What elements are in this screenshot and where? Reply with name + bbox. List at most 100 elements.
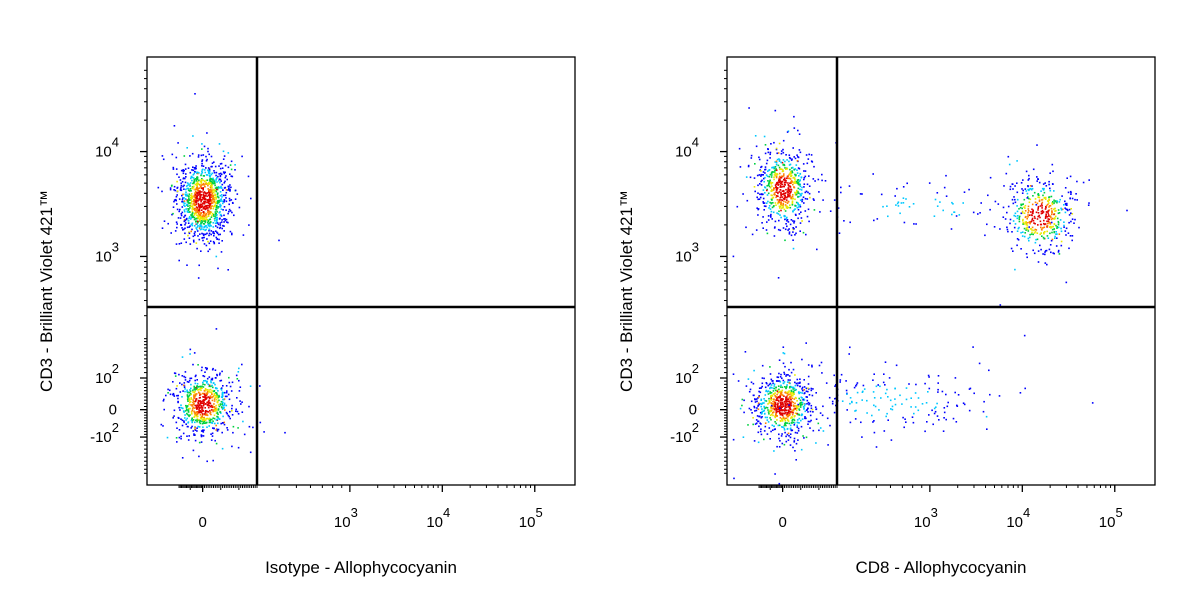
event-dot (215, 392, 217, 394)
event-dot (197, 154, 200, 156)
event-dot (792, 404, 795, 406)
event-dot (788, 160, 790, 163)
event-dot (212, 207, 215, 210)
event-dot (220, 221, 223, 223)
event-dot (786, 219, 789, 221)
event-dot (775, 168, 777, 170)
event-dot (192, 204, 194, 207)
event-dot (197, 400, 200, 402)
event-dot (783, 371, 785, 374)
event-dot (201, 198, 203, 201)
event-dot (181, 227, 183, 229)
event-dot (1051, 217, 1054, 220)
event-dot (190, 397, 192, 399)
event-dot (191, 205, 193, 208)
event-dot (1050, 195, 1053, 198)
event-dot (186, 405, 188, 407)
event-dot (1051, 202, 1053, 204)
event-dot (789, 436, 792, 439)
event-dot (780, 399, 782, 401)
event-dot (810, 407, 813, 410)
event-dot (1054, 200, 1056, 203)
event-dot (775, 163, 778, 166)
event-dot (203, 212, 206, 214)
event-dot (1068, 247, 1070, 250)
event-dot (761, 179, 763, 182)
event-dot (771, 194, 773, 197)
event-dot (1022, 189, 1024, 192)
event-dot (943, 411, 946, 414)
event-dot (231, 414, 234, 416)
event-dot (1046, 216, 1049, 218)
event-dot (1054, 210, 1056, 212)
event-dot (192, 166, 194, 168)
event-dot (801, 200, 803, 203)
event-dot (840, 191, 842, 194)
event-dot (192, 182, 194, 185)
event-dot (192, 449, 195, 452)
event-dot (765, 389, 768, 392)
event-dot (197, 215, 200, 218)
event-dot (201, 237, 203, 239)
event-dot (196, 197, 199, 200)
event-dot (172, 212, 174, 215)
event-dot (798, 414, 801, 416)
event-dot (216, 200, 219, 202)
event-dot (1048, 196, 1051, 198)
event-dot (191, 222, 194, 225)
event-dot (790, 190, 792, 193)
event-dot (1026, 192, 1029, 195)
event-dot (215, 214, 217, 216)
event-dot (217, 409, 220, 411)
event-dot (788, 404, 790, 406)
event-dot (220, 215, 223, 217)
event-dot (775, 412, 777, 415)
event-dot (1016, 198, 1019, 201)
event-dot (189, 182, 192, 184)
event-dot (748, 390, 751, 393)
event-dot (222, 171, 225, 173)
event-dot (196, 185, 199, 187)
event-dot (784, 421, 787, 424)
event-dot (204, 229, 206, 232)
event-dot (821, 173, 823, 176)
event-dot (221, 447, 224, 450)
event-dot (200, 418, 202, 420)
event-dot (767, 421, 770, 423)
event-dot (198, 191, 200, 194)
event-dot (185, 191, 187, 193)
event-dot (775, 176, 778, 179)
event-dot (796, 154, 798, 156)
event-dot (937, 375, 940, 377)
event-dot (1071, 239, 1073, 242)
event-dot (779, 186, 781, 188)
event-dot (176, 223, 178, 225)
event-dot (206, 211, 209, 213)
event-dot (176, 226, 178, 229)
event-dot (786, 220, 788, 222)
event-dot (161, 227, 164, 229)
event-dot (212, 386, 214, 389)
event-dot (201, 430, 204, 432)
event-dot (200, 441, 203, 443)
event-dot (760, 170, 762, 172)
event-dot (770, 398, 772, 400)
event-dot (193, 391, 196, 394)
event-dot (887, 419, 889, 421)
event-dot (232, 202, 234, 204)
event-dot (1023, 235, 1026, 238)
event-dot (222, 405, 225, 407)
event-dot (208, 191, 210, 194)
event-dot (206, 199, 209, 202)
y-axis-label: CD3 - Brilliant Violet 421™ (617, 190, 636, 392)
event-dot (193, 385, 195, 388)
event-dot (795, 397, 797, 400)
event-dot (191, 179, 193, 182)
event-dot (801, 401, 804, 404)
event-dot (1037, 207, 1039, 209)
event-dot (779, 376, 782, 378)
event-dot (1041, 207, 1043, 209)
event-dot (1045, 185, 1048, 187)
event-dot (778, 408, 781, 411)
event-dot (1004, 218, 1007, 220)
